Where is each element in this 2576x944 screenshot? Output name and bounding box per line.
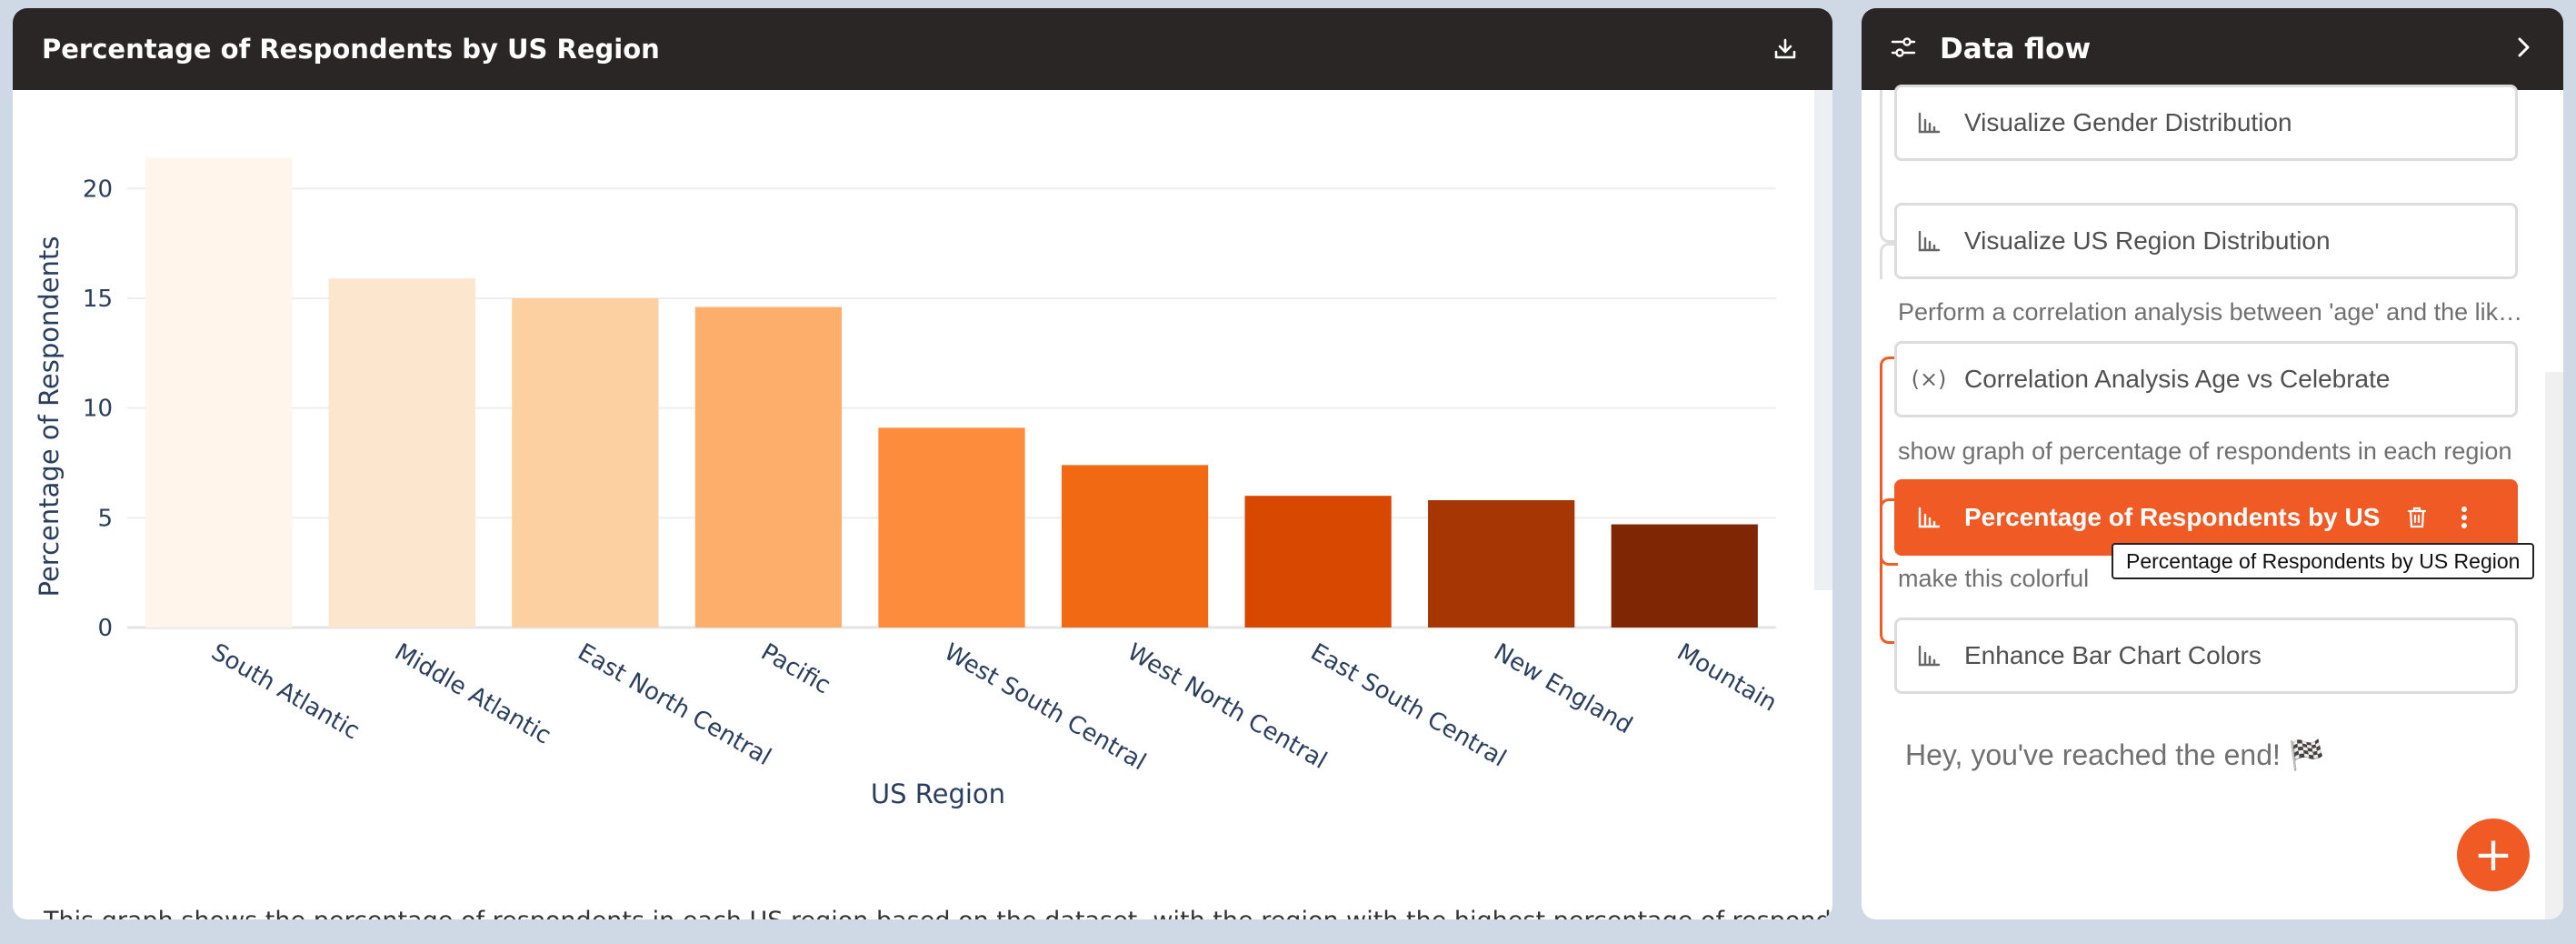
- flow-card-label: Visualize Gender Distribution: [1964, 108, 2292, 136]
- x-tick-label: Mountain: [1672, 638, 1782, 718]
- x-tick-label: East South Central: [1306, 638, 1511, 772]
- bar-middle-atlantic[interactable]: [328, 278, 475, 628]
- flow-card-visualize-gender[interactable]: Visualize Gender Distribution: [1894, 85, 2518, 161]
- flow-prompt: show graph of percentage of respondents …: [1898, 437, 2512, 465]
- y-tick-label: 0: [97, 615, 113, 642]
- card-tooltip: Percentage of Respondents by US Region: [2112, 543, 2535, 579]
- end-of-flow-text: Hey, you've reached the end! 🏁: [1905, 738, 2325, 771]
- data-flow-list: Visualize Gender Distribution Visualize …: [1862, 85, 2563, 919]
- trash-icon[interactable]: [2399, 499, 2435, 536]
- flow-card-visualize-us-region[interactable]: Visualize US Region Distribution: [1894, 203, 2518, 279]
- variable-icon: (×): [1911, 367, 1947, 392]
- bar-new-england[interactable]: [1428, 500, 1575, 628]
- flow-connector: [1880, 243, 1898, 279]
- y-tick-label: 10: [83, 396, 113, 423]
- x-tick-label: East North Central: [573, 638, 775, 771]
- more-vertical-icon[interactable]: [2446, 499, 2482, 536]
- bar-chart-icon: [1915, 642, 1942, 669]
- chart-panel: Percentage of Respondents by US Region 0…: [13, 8, 1832, 919]
- flow-card-correlation-analysis[interactable]: (×) Correlation Analysis Age vs Celebrat…: [1894, 341, 2518, 417]
- chart-panel-scrollbar[interactable]: [1814, 90, 1832, 590]
- y-tick-label: 5: [97, 505, 113, 532]
- bar-chart-icon: [1915, 504, 1942, 531]
- bar-mountain[interactable]: [1611, 524, 1758, 628]
- flow-panel-scrollbar[interactable]: [2545, 372, 2563, 919]
- add-step-button[interactable]: +: [2457, 818, 2530, 891]
- data-flow-header: Data flow: [1862, 8, 2563, 90]
- flow-prompt: Perform a correlation analysis between '…: [1898, 298, 2525, 326]
- data-flow-title: Data flow: [1940, 33, 2092, 65]
- x-tick-label: South Atlantic: [206, 638, 364, 745]
- chevron-right-icon[interactable]: [2511, 35, 2536, 64]
- chart-caption: This graph shows the percentage of respo…: [44, 907, 1832, 919]
- bar-east-south-central[interactable]: [1244, 496, 1392, 628]
- bar-east-north-central[interactable]: [512, 297, 659, 628]
- x-tick-label: West North Central: [1123, 638, 1332, 775]
- flow-connector-active: [1880, 498, 1898, 644]
- data-flow-panel: Data flow Visualize Gender Distribution …: [1862, 8, 2563, 919]
- flow-card-label: Visualize US Region Distribution: [1964, 226, 2331, 255]
- flow-card-label: Enhance Bar Chart Colors: [1964, 641, 2261, 669]
- y-tick-label: 15: [83, 286, 113, 313]
- y-axis-title: Percentage of Respondents: [34, 236, 65, 598]
- settings-sliders-icon: [1889, 33, 1918, 65]
- flow-connector-active: [1880, 357, 1898, 566]
- bar-south-atlantic[interactable]: [145, 157, 293, 628]
- download-icon[interactable]: [1767, 31, 1803, 67]
- bar-pacific[interactable]: [694, 306, 843, 628]
- bar-west-south-central[interactable]: [878, 427, 1025, 628]
- bar-chart-icon: [1915, 109, 1942, 136]
- chart-header: Percentage of Respondents by US Region: [13, 8, 1832, 90]
- x-tick-label: New England: [1489, 638, 1637, 739]
- x-tick-label: Middle Atlantic: [390, 638, 555, 749]
- flow-card-enhance-colors[interactable]: Enhance Bar Chart Colors: [1894, 618, 2518, 694]
- y-tick-label: 20: [83, 176, 113, 203]
- flow-card-label: Percentage of Respondents by US Region: [1964, 503, 2388, 531]
- bar-chart-icon: [1915, 227, 1942, 255]
- x-axis-title: US Region: [871, 778, 1005, 809]
- flow-connector: [1880, 90, 1898, 243]
- x-tick-label: West South Central: [940, 638, 1151, 776]
- chart-panel-title: Percentage of Respondents by US Region: [42, 34, 660, 65]
- flow-card-label: Correlation Analysis Age vs Celebrate: [1964, 365, 2391, 393]
- bar-west-north-central[interactable]: [1061, 465, 1209, 628]
- x-tick-label: Pacific: [756, 638, 835, 699]
